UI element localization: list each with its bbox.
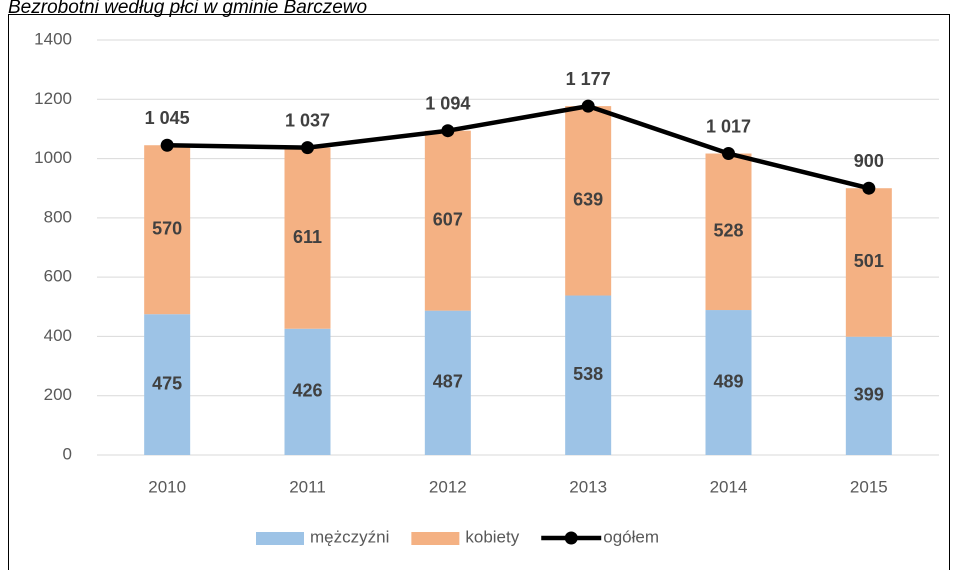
legend-label: mężczyźni [310,527,389,546]
data-label: 489 [713,371,743,391]
bar-segment [144,314,191,455]
line-marker [160,138,174,152]
bar-segment [284,147,331,329]
legend-label: kobiety [465,527,519,546]
x-tick-label: 2010 [148,477,186,496]
data-label: 639 [573,190,603,210]
y-tick-label: 1400 [34,29,72,48]
y-tick-label: 600 [44,267,72,286]
data-label: 487 [433,372,463,392]
bar-segment [565,106,612,296]
y-tick-label: 1000 [34,148,72,167]
bar-segment [845,188,892,337]
bar-segment [424,310,471,455]
legend-label: ogółem [603,527,659,546]
data-label: 475 [152,373,182,393]
chart-title: Bezrobotni według płci w gminie Barczewo [8,0,367,18]
bar-segment [845,336,892,455]
bar-segment [705,153,752,311]
line-marker [722,147,735,161]
bar-segment [424,130,471,311]
x-tick-label: 2012 [429,477,467,496]
data-label: 570 [152,218,182,238]
data-label: 399 [854,385,884,405]
line [167,103,870,191]
line-marker [862,181,876,195]
x-tick-label: 2013 [569,477,607,496]
y-tick-label: 1200 [34,89,72,108]
bar-segment [705,310,752,455]
x-tick-label: 2014 [710,477,748,496]
y-tick-label: 800 [44,207,72,226]
line-marker [301,141,314,155]
data-label: 1 017 [706,116,751,136]
legend-swatch [411,532,460,545]
y-tick-label: 200 [44,385,72,404]
data-label: 900 [854,151,884,171]
data-label: 607 [433,209,463,229]
bar-segment [565,295,612,455]
data-label: 1 045 [145,108,190,128]
data-label: 538 [573,364,603,384]
bar-segment [144,145,191,315]
data-label: 1 094 [425,93,470,113]
data-label: 611 [293,227,322,247]
data-label: 426 [292,381,322,401]
line-marker [441,124,455,138]
y-tick-label: 400 [44,326,72,345]
line-marker [581,99,595,113]
data-label: 528 [713,221,743,241]
legend-swatch [256,532,304,545]
data-label: 1 037 [285,110,330,130]
x-tick-label: 2011 [289,477,326,496]
data-label: 501 [854,251,884,271]
bar-segment [284,328,331,455]
data-label: 1 177 [566,69,611,89]
y-tick-label: 0 [63,444,72,463]
x-tick-label: 2015 [850,477,888,496]
legend-marker [564,531,578,545]
